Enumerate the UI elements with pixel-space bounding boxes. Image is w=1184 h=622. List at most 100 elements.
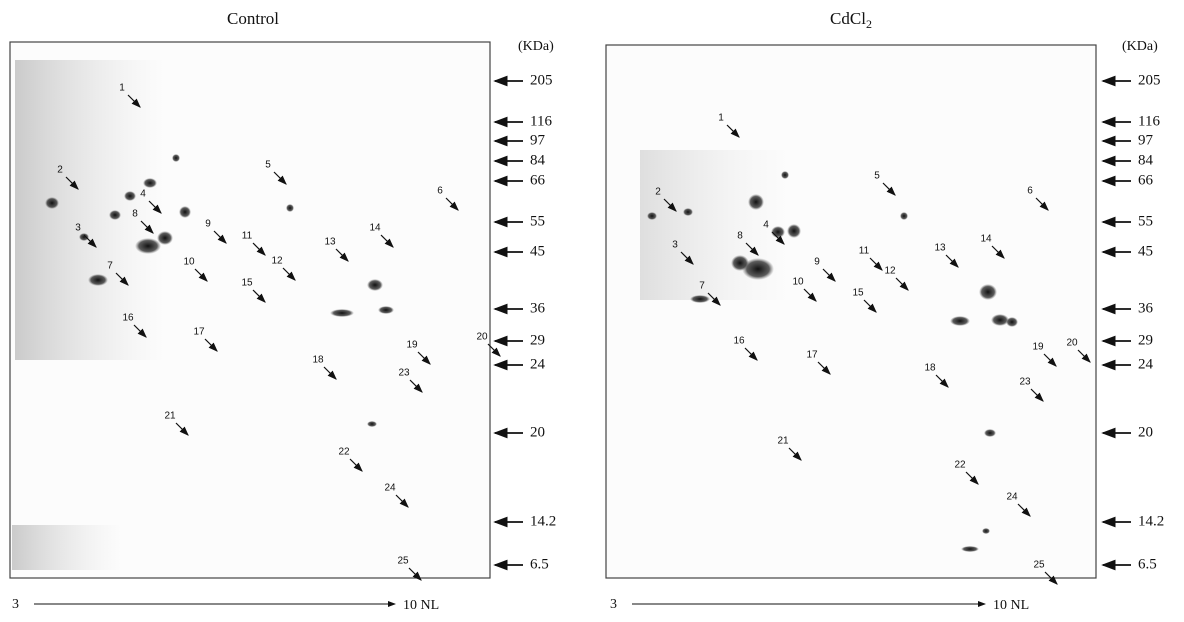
spot-arrow — [1044, 571, 1058, 585]
spot-label: 15 — [852, 288, 864, 299]
spot-arrow — [863, 299, 877, 313]
spot-label: 2 — [655, 187, 661, 198]
protein-spot — [683, 208, 693, 216]
protein-spot — [984, 429, 996, 437]
protein-spot — [748, 194, 764, 210]
spot-arrow — [882, 182, 896, 196]
spot-label: 22 — [338, 447, 350, 458]
spot-label: 25 — [397, 556, 409, 567]
marker-label: 36 — [1138, 300, 1154, 316]
spot-label: 18 — [924, 363, 936, 374]
marker-label: 24 — [1138, 356, 1154, 372]
x-axis-start: 3 — [12, 597, 19, 612]
spot-label: 25 — [1033, 560, 1045, 571]
spot-arrow — [935, 374, 949, 388]
protein-spot — [950, 316, 970, 326]
spot-label: 14 — [980, 234, 992, 245]
protein-spot — [172, 154, 180, 162]
spot-arrow — [744, 347, 758, 361]
spot-arrow — [1030, 388, 1044, 402]
marker-label: 20 — [1138, 424, 1153, 440]
marker-label: 20 — [530, 424, 545, 440]
spot-label: 1 — [119, 83, 125, 94]
spot-arrow — [945, 254, 959, 268]
protein-spot — [787, 224, 801, 238]
spot-arrow — [282, 267, 296, 281]
protein-spot — [647, 212, 657, 220]
marker-label: 97 — [530, 132, 546, 148]
spot-arrow — [140, 220, 154, 234]
smear — [12, 525, 122, 570]
x-axis-end: 10 NL — [993, 598, 1029, 613]
spot-arrow — [822, 268, 836, 282]
spot-arrow — [1077, 349, 1091, 363]
spot-arrow — [408, 567, 422, 581]
spot-label: 4 — [140, 189, 146, 200]
spot-label: 3 — [75, 223, 81, 234]
spot-arrow — [127, 94, 141, 108]
protein-spot — [378, 306, 394, 314]
spot-arrow — [148, 200, 162, 214]
title-subscript: 2 — [866, 17, 872, 31]
spot-label: 23 — [1019, 377, 1031, 388]
marker-label: 66 — [1138, 172, 1154, 188]
protein-spot — [179, 206, 191, 218]
spot-arrow — [133, 324, 147, 338]
spot-arrow — [194, 268, 208, 282]
panel-title: CdCl2 — [830, 9, 872, 31]
protein-spot — [124, 191, 136, 201]
protein-spot — [731, 255, 749, 271]
protein-spot — [781, 171, 789, 179]
spot-label: 4 — [763, 220, 769, 231]
spot-arrow — [115, 272, 129, 286]
kda-label: (KDa) — [1122, 39, 1158, 54]
spot-label: 6 — [437, 186, 443, 197]
marker-label: 55 — [530, 213, 545, 229]
spot-arrow — [991, 245, 1005, 259]
marker-label: 45 — [530, 243, 545, 259]
spot-arrow — [380, 234, 394, 248]
marker-label: 205 — [530, 72, 553, 88]
spot-arrow — [707, 292, 721, 306]
smear — [15, 60, 165, 360]
protein-spot — [109, 210, 121, 220]
spot-label: 2 — [57, 165, 63, 176]
spot-label: 16 — [733, 336, 745, 347]
spot-label: 5 — [265, 160, 271, 171]
spot-label: 20 — [476, 332, 488, 343]
spot-label: 9 — [205, 219, 211, 230]
spot-label: 22 — [954, 460, 966, 471]
x-axis-end: 10 NL — [403, 598, 439, 613]
spot-label: 17 — [193, 327, 205, 338]
spots: (KDa)20511697846655453629242014.26.51234… — [12, 39, 1164, 613]
marker-label: 116 — [530, 113, 552, 129]
spot-label: 11 — [859, 246, 870, 257]
spot-arrow — [252, 242, 266, 256]
protein-spot — [771, 226, 785, 238]
spot-arrow — [175, 422, 189, 436]
protein-spot — [135, 238, 161, 254]
spot-label: 11 — [242, 231, 253, 242]
marker-label: 29 — [530, 332, 545, 348]
marker-label: 14.2 — [1138, 513, 1164, 529]
spot-label: 12 — [271, 256, 283, 267]
protein-spot — [690, 295, 710, 303]
spot-arrow — [213, 230, 227, 244]
kda-label: (KDa) — [518, 39, 554, 54]
protein-spot — [286, 204, 294, 212]
marker-label: 116 — [1138, 113, 1160, 129]
marker-label: 24 — [530, 356, 546, 372]
spot-label: 3 — [672, 240, 678, 251]
spot-label: 20 — [1066, 338, 1078, 349]
spot-arrow — [803, 288, 817, 302]
x-axis-start: 3 — [610, 597, 617, 612]
spot-arrow — [869, 257, 883, 271]
marker-label: 6.5 — [1138, 556, 1157, 572]
spot-arrow — [745, 242, 759, 256]
spot-label: 17 — [806, 350, 818, 361]
spot-label: 10 — [792, 277, 804, 288]
title-main: CdCl — [830, 9, 866, 28]
panel-title: Control — [227, 9, 279, 28]
spot-arrow — [323, 366, 337, 380]
spot-label: 7 — [107, 261, 113, 272]
